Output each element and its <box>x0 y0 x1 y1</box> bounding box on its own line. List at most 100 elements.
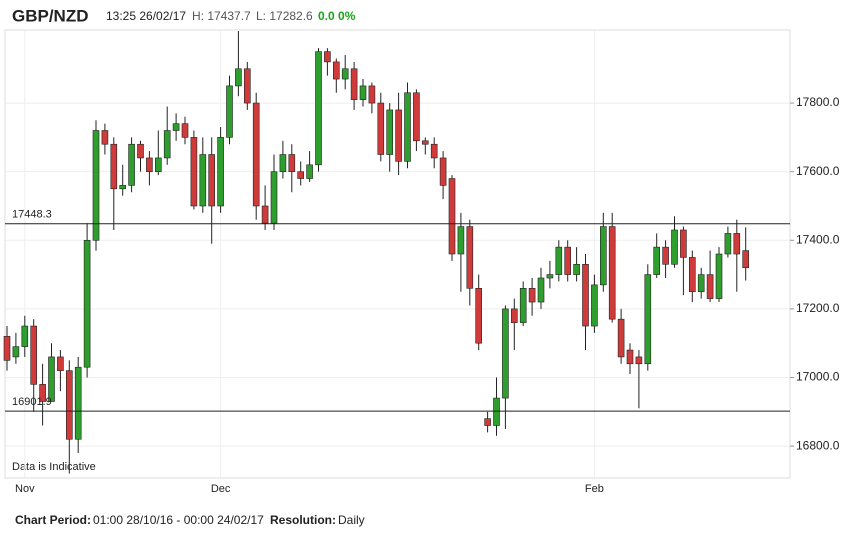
candle-body <box>155 157 162 172</box>
candle-body <box>341 68 349 80</box>
candle-body <box>119 185 126 190</box>
candle-body <box>208 154 215 207</box>
candle-body <box>421 140 429 145</box>
period: 01:00 28/10/16 - 00:00 24/02/17 <box>93 513 264 527</box>
low-label: L: 17282.6 <box>256 9 313 23</box>
candle-body <box>306 164 313 179</box>
candle-body <box>608 226 616 320</box>
candle-body <box>172 123 180 131</box>
candle-body <box>635 356 643 365</box>
candle-body <box>519 288 527 323</box>
candle-body <box>706 274 714 299</box>
candle-body <box>137 143 144 159</box>
candle-body <box>644 274 652 365</box>
note: Data is Indicative <box>12 461 96 473</box>
candle-body <box>181 123 189 138</box>
candle-body <box>599 226 607 286</box>
candle-body <box>315 51 322 166</box>
candle-body <box>573 263 580 275</box>
candle-body <box>190 137 198 207</box>
y-tick-label: 17200.0 <box>796 301 840 315</box>
candle-body <box>226 85 233 138</box>
candle-body <box>217 137 224 207</box>
x-tick-label: Dec <box>211 483 231 495</box>
candle-body <box>733 233 741 255</box>
candle-body <box>48 356 55 402</box>
candle-body <box>430 143 438 159</box>
y-tick-label: 17600.0 <box>796 164 840 178</box>
resolution-label: Resolution: <box>270 513 336 527</box>
candle-body <box>377 102 385 155</box>
candle-body <box>528 288 536 303</box>
candle-body <box>163 130 171 159</box>
candle-body <box>252 102 260 207</box>
candle-body <box>457 226 465 255</box>
candle-body <box>662 246 669 265</box>
y-tick-label: 16800.0 <box>796 438 840 452</box>
y-tick-label: 17400.0 <box>796 232 840 246</box>
candle-body <box>466 226 474 289</box>
candle-body <box>617 318 625 358</box>
candle-body <box>350 68 358 100</box>
candle-body <box>297 171 305 179</box>
change: 0.0 0% <box>318 9 356 23</box>
level-label: 16901.9 <box>12 396 52 408</box>
candle-body <box>324 51 331 63</box>
x-tick-label: Feb <box>585 483 604 495</box>
candle-body <box>591 284 598 327</box>
candle-body <box>439 157 447 186</box>
candle-body <box>448 178 456 255</box>
candle-body <box>742 250 750 269</box>
candle-body <box>395 109 402 162</box>
plot-frame <box>4 29 791 479</box>
candle-body <box>21 325 29 347</box>
high-label: H: 17437.7 <box>192 9 251 23</box>
candle-body <box>546 274 554 279</box>
candle-body <box>484 418 491 426</box>
y-tick-label: 17000.0 <box>796 370 840 384</box>
candle-body <box>680 229 687 258</box>
candle-body <box>66 370 73 440</box>
candle-body <box>475 288 483 344</box>
candle-body <box>724 233 732 255</box>
candle-body <box>404 92 411 162</box>
candle-body <box>39 384 46 402</box>
candle-body <box>537 277 545 303</box>
candle-body <box>582 263 589 327</box>
period-label: Chart Period: <box>15 513 91 527</box>
candle-body <box>235 68 242 87</box>
candle-body <box>555 246 563 275</box>
level-label: 17448.3 <box>12 209 52 221</box>
candle-body <box>493 397 500 426</box>
candle-body <box>564 246 572 275</box>
y-tick-label: 17800.0 <box>796 95 840 109</box>
candle-body <box>12 346 20 358</box>
candle-body <box>715 253 723 299</box>
candle-body <box>653 246 661 275</box>
candle-body <box>688 257 696 293</box>
candle-body <box>110 143 118 190</box>
candle-body <box>92 130 100 241</box>
candle-body <box>626 349 634 365</box>
candle-body <box>244 68 251 104</box>
candle-body <box>671 229 678 265</box>
candle-body <box>386 109 394 155</box>
candle-body <box>3 336 11 361</box>
resolution: Daily <box>338 513 365 527</box>
candle-body <box>128 143 135 186</box>
candle-body <box>30 325 38 385</box>
candle-body <box>332 61 340 80</box>
candle-body <box>101 130 109 145</box>
candle-body <box>270 171 278 224</box>
x-tick-label: Nov <box>15 483 35 495</box>
candle-body <box>697 274 705 293</box>
candle-body <box>510 308 518 323</box>
candle-body <box>368 85 376 104</box>
candle-body <box>502 308 509 399</box>
candle-body <box>57 356 64 371</box>
candle-body <box>199 154 207 207</box>
candle-body <box>74 366 82 440</box>
symbol: GBP/NZD <box>12 6 89 25</box>
candle-body <box>288 154 296 172</box>
